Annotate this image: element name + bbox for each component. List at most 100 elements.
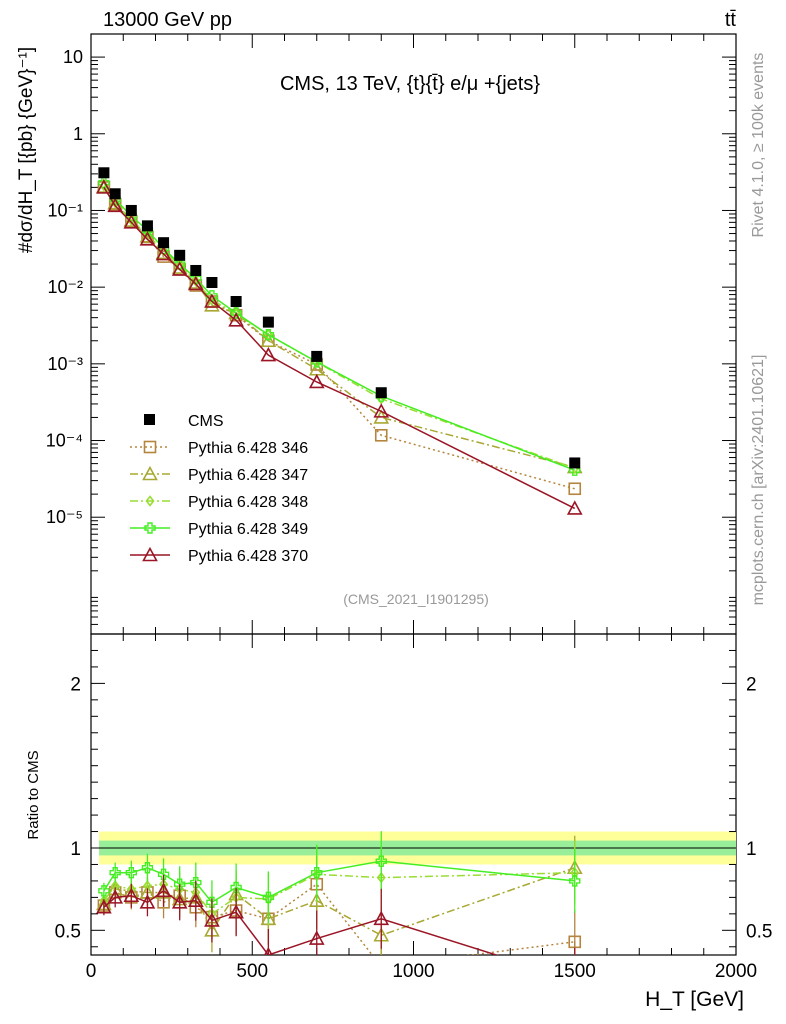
marker-p349 <box>173 258 186 270</box>
y-tick-label: 10⁻⁴ <box>46 431 83 451</box>
ratio-marker-p349 <box>311 866 323 879</box>
analysis-tag: (CMS_2021_I1901295) <box>343 591 489 607</box>
marker-p370 <box>308 373 325 389</box>
marker-p349 <box>206 290 218 302</box>
marker-p370 <box>373 403 390 418</box>
cms-data-point <box>262 316 274 328</box>
marker-p370 <box>566 500 583 515</box>
ratio-marker-p346 <box>568 935 582 949</box>
legend-label: Pythia 6.428 349 <box>188 521 308 538</box>
legend-label: Pythia 6.428 370 <box>188 548 308 565</box>
cms-data-point <box>230 295 242 307</box>
cms-data-point <box>311 350 323 362</box>
ratio-marker-p370 <box>228 904 244 919</box>
cms-data-point <box>158 237 170 249</box>
ratio-marker-p349 <box>98 885 110 897</box>
legend-label: Pythia 6.428 347 <box>188 467 308 484</box>
x-tick-label: 0 <box>86 961 97 982</box>
ratio-frame <box>90 633 737 956</box>
legend-marker-cms <box>144 414 155 425</box>
ratio-marker-p370 <box>187 892 204 907</box>
legend-marker-p348 <box>145 495 155 507</box>
ratio-marker-p349 <box>230 881 242 894</box>
ratio-y-tick-label: 0.5 <box>746 921 772 942</box>
ratio-y-tick-label: 0.5 <box>55 921 81 942</box>
y-tick-label: 10⁻² <box>47 277 83 297</box>
legend-label: Pythia 6.428 346 <box>188 440 308 457</box>
header-process-label: 13000 GeV pp <box>103 9 232 31</box>
mcplots-label: mcplots.cern.ch [arXiv:2401.10621] <box>750 355 767 606</box>
cms-data-point <box>375 387 387 399</box>
marker-p370 <box>123 214 140 229</box>
main-series-group <box>96 167 583 515</box>
ratio-marker-p349 <box>206 896 218 909</box>
marker-p370 <box>204 293 220 308</box>
ratio-panel: 0 500 1000 1500 2000 0.5 0.5 1 1 2 2 <box>55 633 772 982</box>
x-tick-label: 2000 <box>715 961 757 982</box>
ratio-marker-p349 <box>157 868 170 881</box>
ratio-marker-p370 <box>373 910 390 926</box>
legend-label: CMS <box>188 413 224 430</box>
main-y-axis-label: #dσ/dH_T [{pb} {GeV}⁻¹] <box>16 47 37 253</box>
ratio-marker-p349 <box>375 855 387 867</box>
cms-data-point <box>190 264 202 276</box>
series-line-p370 <box>103 186 576 510</box>
ratio-marker-p370 <box>96 899 112 914</box>
y-tick-label: 10⁻¹ <box>47 200 83 220</box>
ratio-marker-p370 <box>139 894 156 909</box>
legend: CMS Pythia 6.428 346 Pythia 6.428 347 Pythi… <box>130 413 308 565</box>
y-tick-label: 1 <box>73 124 83 144</box>
ratio-marker-p370 <box>155 882 172 898</box>
main-panel: 10⁻⁵ 10⁻⁴ 10⁻³ 10⁻² 10⁻¹ 1 10 <box>46 33 737 635</box>
ratio-marker-p346 <box>376 961 387 972</box>
ratio-y-tick-label: 1 <box>70 839 81 860</box>
cms-data-point <box>125 204 137 216</box>
cms-data-point <box>141 220 153 232</box>
y-tick-label: 10⁻³ <box>47 354 83 374</box>
ratio-marker-p349 <box>141 862 154 874</box>
ratio-marker-p349 <box>173 878 186 890</box>
main-frame <box>90 33 737 635</box>
ratio-marker-p349 <box>569 875 581 887</box>
main-title: CMS, 13 TeV, {t}{t̄} e/μ +{jets} <box>280 73 540 95</box>
cms-data-point <box>206 276 218 288</box>
legend-marker-p346 <box>143 440 157 454</box>
ratio-marker-p347 <box>308 892 325 907</box>
x-tick-label: 1500 <box>554 961 596 982</box>
ratio-marker-p370 <box>107 889 124 904</box>
marker-p346 <box>374 428 388 442</box>
series-line-p348 <box>103 185 576 469</box>
ratio-y-tick-label: 2 <box>70 674 81 695</box>
marker-p370 <box>187 275 204 291</box>
x-tick-label: 500 <box>236 961 268 982</box>
marker-p370 <box>260 346 277 362</box>
marker-p370 <box>228 312 244 327</box>
y-tick-label: 10 <box>63 47 83 67</box>
marker-p349 <box>262 328 275 341</box>
cms-data-point <box>109 188 121 200</box>
marker-p347 <box>260 332 277 348</box>
legend-label: Pythia 6.428 348 <box>188 494 308 511</box>
ratio-y-tick-label: 1 <box>746 839 757 860</box>
marker-p348 <box>191 275 201 287</box>
legend-marker-p349 <box>144 522 156 534</box>
marker-p370 <box>139 231 156 246</box>
ratio-y-tick-label: 2 <box>746 674 757 695</box>
ratio-marker-p370 <box>263 946 273 955</box>
cms-data-point <box>569 457 581 469</box>
marker-p349 <box>98 177 110 189</box>
legend-marker-p370 <box>142 546 158 562</box>
marker-p370 <box>96 179 112 194</box>
marker-p346 <box>568 482 582 496</box>
series-line-p349 <box>103 182 576 471</box>
marker-p349 <box>190 272 202 285</box>
cms-data-point <box>98 167 110 179</box>
ratio-marker-p349 <box>125 866 138 879</box>
x-axis-label: H_T [GeV] <box>645 988 744 1011</box>
ratio-marker-p370 <box>123 887 140 903</box>
ratio-marker-p349 <box>190 876 202 889</box>
ratio-marker-p370 <box>204 912 220 927</box>
cms-data-point <box>174 249 186 261</box>
y-tick-label: 10⁻⁵ <box>46 507 83 527</box>
